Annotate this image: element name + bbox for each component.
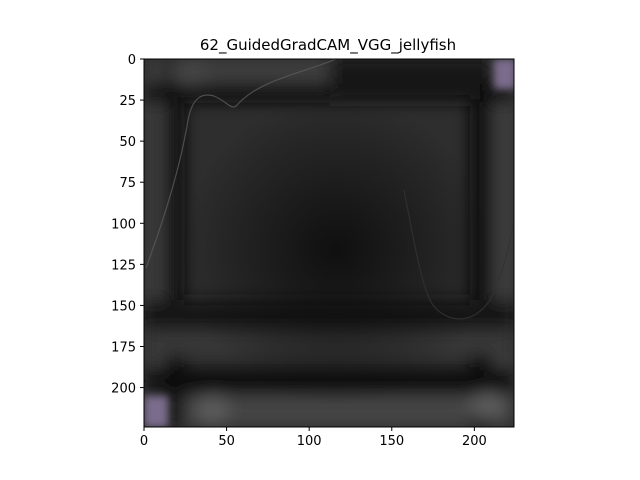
y-tick-label: 150 [111,299,136,314]
x-tick-label: 150 [379,434,404,449]
y-tick-label: 200 [111,382,136,397]
chart-title: 62_GuidedGradCAM_VGG_jellyfish [200,36,456,55]
x-tick-label: 100 [297,434,322,449]
corner-tint-top-right [494,59,514,89]
x-tick-label: 50 [218,434,235,449]
y-tick-label: 75 [119,176,136,191]
y-tick-label: 25 [119,94,136,109]
faint-contour [145,59,337,269]
y-tick-label: 50 [119,135,136,150]
heatmap-image [144,59,514,427]
y-axis: 0 25 50 75 100 125 150 175 200 [111,53,144,397]
y-tick-label: 100 [111,217,136,232]
y-tick-label: 125 [111,258,136,273]
corner-tint-bottom-left [144,396,168,427]
axes-frame [143,58,515,428]
x-axis: 0 50 100 150 200 [140,427,487,449]
y-tick-label: 0 [128,53,136,68]
x-tick-label: 200 [462,434,487,449]
x-tick-label: 0 [140,434,148,449]
y-tick-label: 175 [111,341,136,356]
faint-contour-right [403,189,514,320]
